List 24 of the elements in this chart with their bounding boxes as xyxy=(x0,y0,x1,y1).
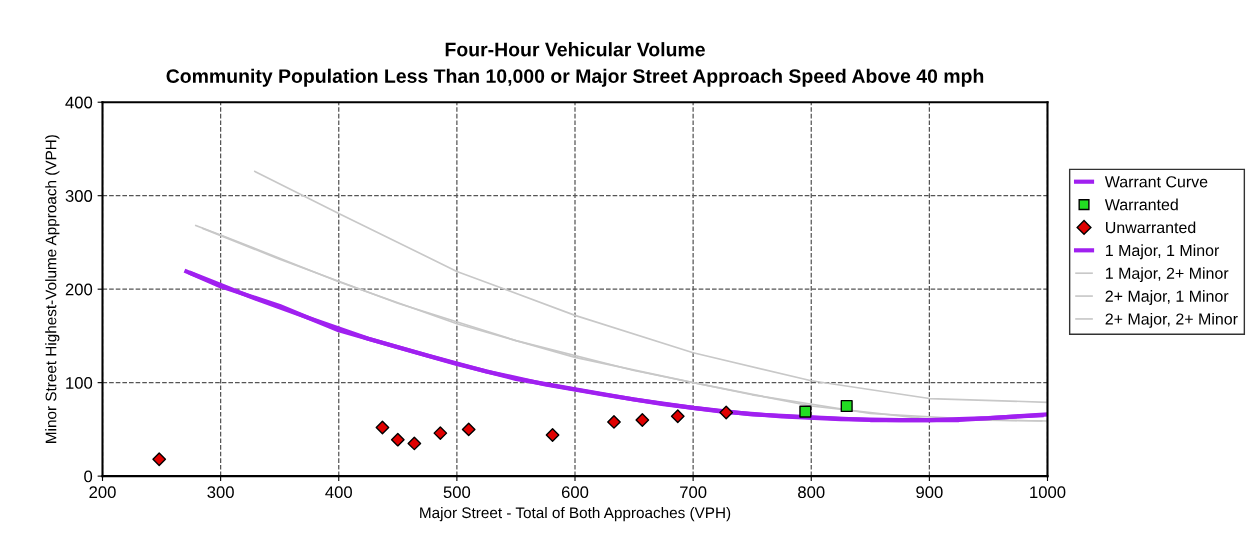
x-axis-title: Major Street - Total of Both Approaches (VPH) xyxy=(420,506,731,522)
legend-label: 2+ Major, 1 Minor xyxy=(1105,290,1229,305)
x-tick-label: 400 xyxy=(325,486,352,499)
x-tick-label: 700 xyxy=(680,486,707,499)
x-tick-label: 500 xyxy=(443,486,471,499)
x-tick-label: 300 xyxy=(207,486,234,499)
y-tick-label: 300 xyxy=(65,190,93,202)
legend-label: Warranted xyxy=(1104,198,1178,211)
x-tick-label: 900 xyxy=(916,486,943,499)
legend-label: 1 Major, 1 Minor xyxy=(1106,244,1220,260)
legend-label: 2+ Major, 2+ Minor xyxy=(1105,312,1238,328)
chart-title: Four-Hour Vehicular Volume Community Population Less Than 10,000 or Major Street Approach Speed Above 40 mph xyxy=(166,42,984,87)
y-tick-label: 200 xyxy=(65,283,93,296)
x-tick-label: 1000 xyxy=(1030,486,1066,499)
x-tick-label: 200 xyxy=(89,486,116,499)
x-tick-label: 800 xyxy=(798,486,825,499)
y-tick-label: 100 xyxy=(66,377,93,389)
y-axis-title: Minor Street Highest-Volume Approach (VPH) xyxy=(45,135,60,443)
legend-label: Unwarranted xyxy=(1106,221,1196,234)
y-tick-label: 400 xyxy=(65,96,93,109)
y-tick-label: 0 xyxy=(84,470,93,483)
legend-label: Warrant Curve xyxy=(1104,176,1208,188)
x-tick-label: 600 xyxy=(561,486,589,499)
legend-label: 1 Major, 2+ Minor xyxy=(1106,267,1229,283)
